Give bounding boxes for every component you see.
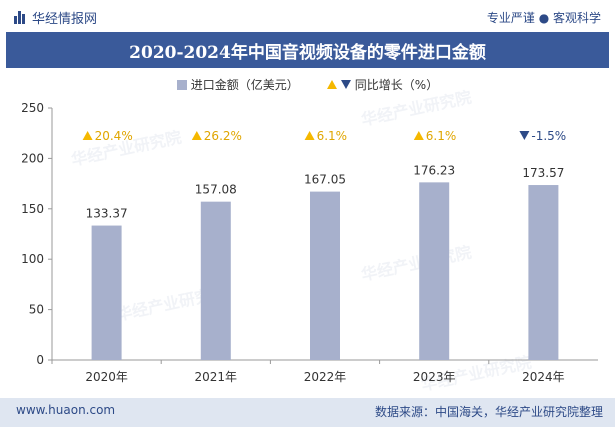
x-tick-label: 2023年 bbox=[413, 370, 456, 384]
y-tick-label: 250 bbox=[21, 101, 44, 115]
bar-value-label: 173.57 bbox=[522, 166, 564, 180]
bar bbox=[91, 225, 122, 360]
y-tick-label: 0 bbox=[36, 353, 44, 367]
growth-up-icon bbox=[304, 131, 315, 140]
growth-label: -1.5% bbox=[531, 129, 566, 143]
footer-url[interactable]: www.huaon.com bbox=[16, 403, 116, 417]
y-tick-label: 150 bbox=[21, 202, 44, 216]
triangle-down-icon bbox=[340, 80, 351, 89]
bar-value-label: 176.23 bbox=[413, 163, 455, 177]
growth-label: 26.2% bbox=[204, 129, 242, 143]
x-tick-label: 2020年 bbox=[85, 370, 128, 384]
y-tick-label: 200 bbox=[21, 151, 44, 165]
x-tick-label: 2024年 bbox=[522, 370, 565, 384]
top-bar: 华经情报网 专业严谨 ● 客观科学 bbox=[0, 0, 615, 32]
growth-up-icon bbox=[191, 131, 202, 140]
brand[interactable]: 华经情报网 bbox=[14, 8, 97, 27]
y-tick-label: 50 bbox=[29, 303, 44, 317]
footer-source: 数据来源：中国海关，华经产业研究院整理 bbox=[374, 405, 603, 419]
footer: www.huaon.com 数据来源：中国海关，华经产业研究院整理 bbox=[0, 398, 615, 427]
growth-label: 20.4% bbox=[95, 129, 133, 143]
growth-label: 6.1% bbox=[426, 129, 457, 143]
bar-value-label: 157.08 bbox=[195, 183, 237, 197]
legend-item-growth: 同比增长（%） bbox=[326, 76, 439, 93]
growth-up-icon bbox=[82, 131, 93, 140]
legend: 进口金额（亿美元） 同比增长（%） bbox=[0, 76, 615, 93]
bar bbox=[310, 191, 340, 360]
bar bbox=[200, 201, 231, 360]
chart-title: 2020-2024年中国音视频设备的零件进口金额 bbox=[6, 32, 609, 68]
chart-plot: 0 50 100 150 200 250 133.37 2020年 20.4% 157.08 202… bbox=[21, 101, 598, 384]
triangle-up-icon bbox=[326, 80, 337, 89]
legend-item-import: 进口金额（亿美元） bbox=[176, 76, 299, 93]
growth-down-icon bbox=[519, 131, 530, 140]
brand-logo-icon bbox=[14, 11, 26, 24]
growth-label: 6.1% bbox=[317, 129, 348, 143]
brand-name: 华经情报网 bbox=[32, 12, 98, 27]
growth-up-icon bbox=[413, 131, 424, 140]
bar-value-label: 133.37 bbox=[86, 207, 128, 221]
legend-label-growth: 同比增长（%） bbox=[354, 78, 439, 92]
bar bbox=[419, 182, 450, 360]
bar-value-label: 167.05 bbox=[304, 173, 346, 187]
y-tick-label: 100 bbox=[21, 252, 44, 266]
x-tick-label: 2022年 bbox=[304, 370, 347, 384]
tagline: 专业严谨 ● 客观科学 bbox=[486, 11, 601, 25]
bar bbox=[528, 185, 559, 360]
x-tick-label: 2021年 bbox=[195, 370, 238, 384]
bar-swatch-icon bbox=[176, 79, 187, 90]
legend-label-import: 进口金额（亿美元） bbox=[190, 78, 299, 92]
